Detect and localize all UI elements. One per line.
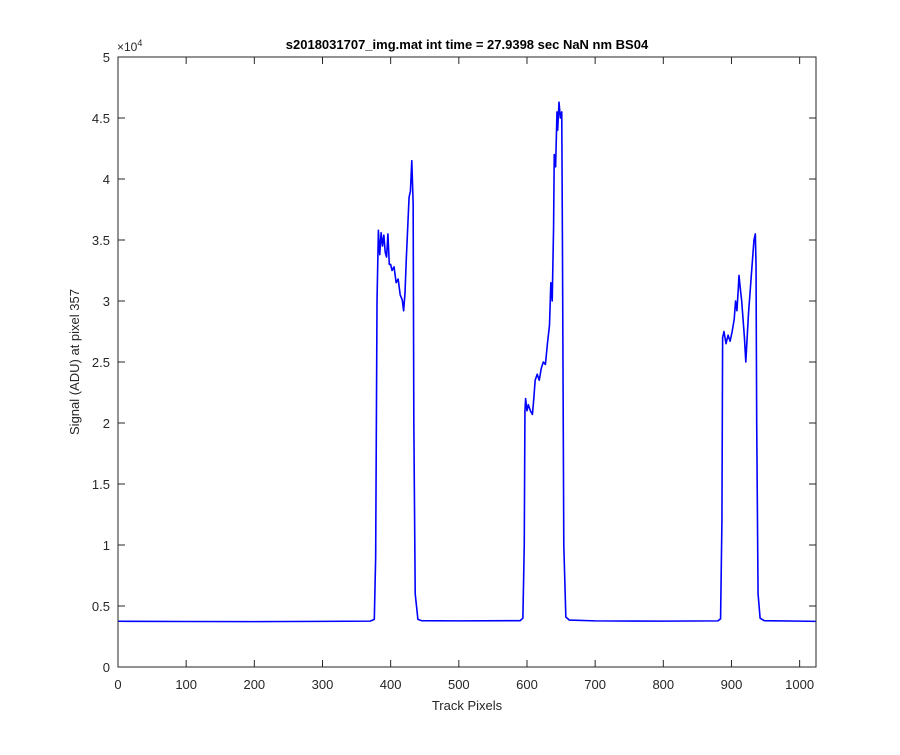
y-tick-label: 2.5 — [92, 355, 110, 370]
x-tick-label: 100 — [175, 677, 197, 692]
y-tick-label: 3.5 — [92, 233, 110, 248]
chart-title: s2018031707_img.mat int time = 27.9398 s… — [286, 37, 649, 52]
y-axis-exponent-power: 4 — [137, 38, 142, 48]
y-tick-label: 4.5 — [92, 111, 110, 126]
x-tick-label: 200 — [243, 677, 265, 692]
x-tick-label: 900 — [721, 677, 743, 692]
x-tick-label: 0 — [114, 677, 121, 692]
y-tick-label: 4 — [103, 172, 110, 187]
x-tick-label: 400 — [380, 677, 402, 692]
x-axis: 0 100 200 300 400 500 600 700 800 900 1000 — [114, 57, 814, 692]
series-line — [117, 101, 817, 623]
y-axis: 0 0.5 1 1.5 2 2.5 3 3.5 4 4.5 5 — [92, 50, 816, 675]
x-tick-label: 700 — [584, 677, 606, 692]
y-axis-label: Signal (ADU) at pixel 357 — [67, 289, 82, 435]
x-tick-label: 300 — [312, 677, 334, 692]
y-tick-label: 3 — [103, 294, 110, 309]
y-tick-label: 0 — [103, 660, 110, 675]
y-tick-label: 1.5 — [92, 477, 110, 492]
plot-area — [118, 57, 816, 667]
y-tick-label: 0.5 — [92, 599, 110, 614]
x-tick-label: 500 — [448, 677, 470, 692]
y-axis-exponent-base: ×10 — [117, 40, 138, 54]
x-tick-label: 1000 — [785, 677, 814, 692]
y-tick-label: 5 — [103, 50, 110, 65]
x-tick-label: 600 — [516, 677, 538, 692]
y-tick-label: 2 — [103, 416, 110, 431]
y-axis-exponent: ×104 — [117, 38, 142, 54]
x-axis-label: Track Pixels — [432, 698, 503, 713]
series-layer — [117, 101, 817, 623]
x-tick-label: 800 — [652, 677, 674, 692]
y-tick-label: 1 — [103, 538, 110, 553]
